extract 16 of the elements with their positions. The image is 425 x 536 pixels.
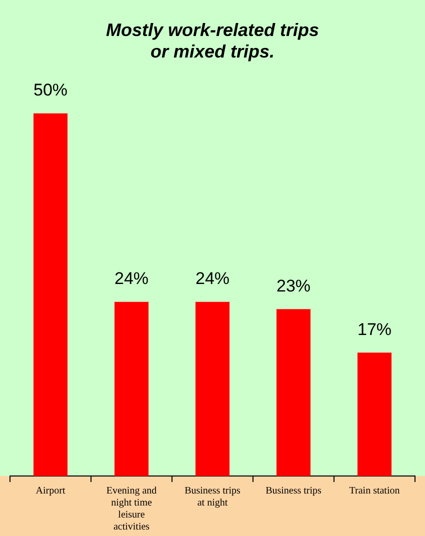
chart-title: Mostly work-related trips or mixed trips. (106, 20, 320, 62)
bar (195, 302, 230, 476)
x-tick-label: Business trips at night (184, 486, 241, 509)
bar (33, 113, 68, 476)
x-tick-label: Evening and night time leisure activities (106, 486, 157, 533)
data-label: 24% (195, 269, 230, 288)
x-tick-label: Airport (36, 486, 66, 497)
data-label: 17% (357, 320, 392, 339)
x-tick-label: Business trips (266, 486, 322, 497)
bar (357, 352, 392, 476)
data-label: 24% (114, 269, 149, 288)
data-label: 23% (276, 276, 311, 296)
x-tick-label: Train station (349, 486, 400, 497)
bar (114, 302, 149, 476)
data-label: 50% (33, 80, 68, 100)
bar (276, 309, 311, 476)
